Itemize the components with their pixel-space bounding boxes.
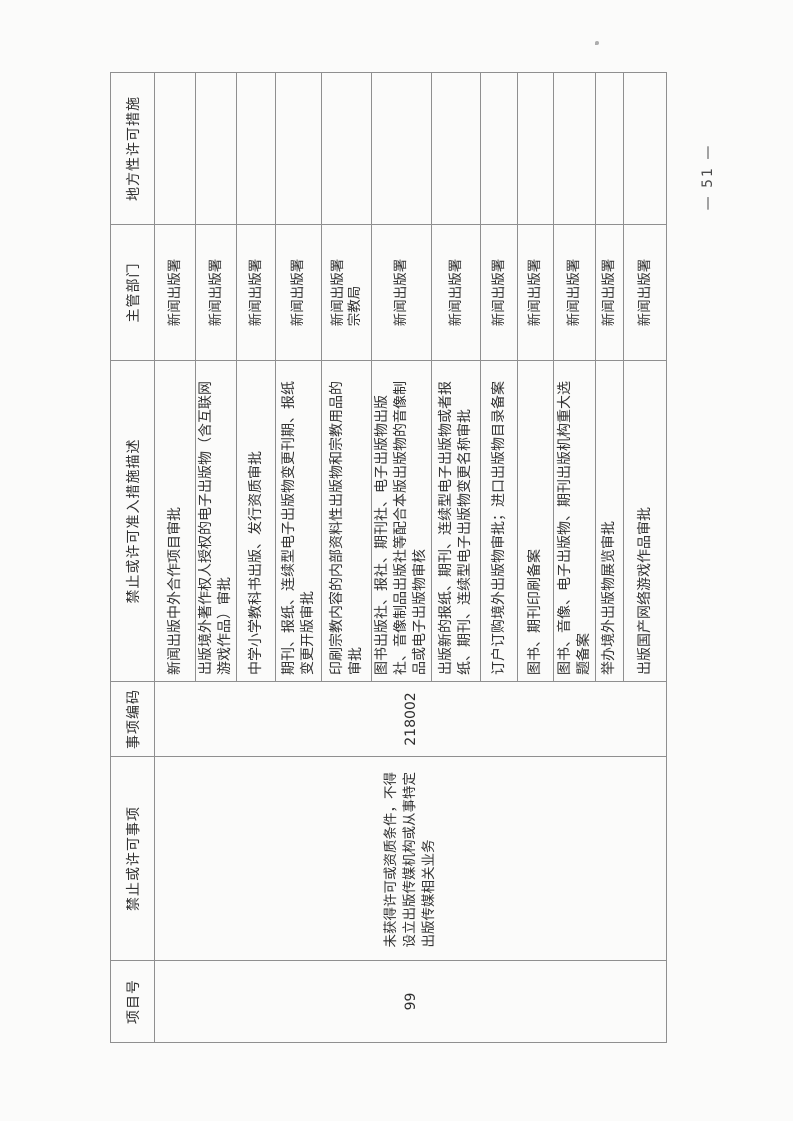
page-number: — 51 — (700, 143, 716, 211)
col-header-department: 主管部门 (110, 224, 155, 361)
local-measure-cell (154, 72, 196, 225)
department-cell: 新闻出版署 (553, 224, 596, 361)
department-cell: 新闻出版署 宗教局 (321, 224, 372, 361)
department-cell: 新闻出版署 (517, 224, 554, 361)
department-cell: 新闻出版署 (154, 224, 196, 361)
measure-desc-cell: 举办境外出版物展览审批 (595, 360, 624, 682)
local-measure-cell (480, 72, 518, 225)
measure-desc-cell: 出版新的报纸、期刊、连续型电子出版物或者报纸、期刊、连续型电子出版物变更名称审批 (431, 360, 481, 682)
local-measure-cell (595, 72, 624, 225)
local-measure-cell (236, 72, 276, 225)
measure-desc-cell: 图书、音像、电子出版物、期刊出版机构重大选题备案 (553, 360, 596, 682)
department-cell: 新闻出版署 (236, 224, 276, 361)
local-measure-cell (371, 72, 432, 225)
prohibited-item-text: 未获得许可或资质条件，不得设立出版传媒机构或从事特定出版传媒相关业务 (383, 772, 437, 948)
department-cell: 新闻出版署 (480, 224, 518, 361)
scan-speck (595, 41, 599, 45)
measure-desc-cell: 出版国产网络游戏作品审批 (623, 360, 667, 682)
department-cell: 新闻出版署 (431, 224, 481, 361)
table-header-row: 项目号 禁止或许可事项 事项编码 禁止或许可准入措施描述 主管部门 地方性许可措… (110, 72, 155, 1043)
local-measure-cell (517, 72, 554, 225)
local-measure-cell (431, 72, 481, 225)
table-row: 99 未获得许可或资质条件，不得设立出版传媒机构或从事特定出版传媒相关业务 21… (154, 72, 667, 1043)
local-measure-cell (321, 72, 372, 225)
col-header-item-code: 事项编码 (110, 681, 155, 757)
prohibited-item-cell: 未获得许可或资质条件，不得设立出版传媒机构或从事特定出版传媒相关业务 (154, 756, 667, 961)
measure-desc-cell: 出版境外著作权人授权的电子出版物（含互联网游戏作品）审批 (195, 360, 237, 682)
local-measure-cell (195, 72, 237, 225)
col-header-measure-description: 禁止或许可准入措施描述 (110, 360, 155, 682)
measure-desc-cell: 图书、期刊印刷备案 (517, 360, 554, 682)
department-line-1: 新闻出版署 (329, 258, 346, 327)
col-header-local-measure: 地方性许可措施 (110, 72, 155, 225)
item-code-cell: 218002 (154, 681, 667, 757)
measure-desc-cell: 中学小学教科书出版、发行资质审批 (236, 360, 276, 682)
item-no-cell: 99 (154, 960, 667, 1043)
local-measure-cell (623, 72, 667, 225)
department-line-2: 宗教局 (346, 285, 363, 327)
department-cell: 新闻出版署 (371, 224, 432, 361)
department-cell: 新闻出版署 (275, 224, 322, 361)
measure-desc-cell: 印刷宗教内容的内部资料性出版物和宗教用品的审批 (321, 360, 372, 682)
department-cell: 新闻出版署 (195, 224, 237, 361)
measures-table: 项目号 禁止或许可事项 事项编码 禁止或许可准入措施描述 主管部门 地方性许可措… (110, 72, 667, 1043)
measure-desc-cell: 图书出版社、报社、期刊社、电子出版物出版社、音像制品出版社等配合本版出版物的音像… (371, 360, 432, 682)
col-header-item-no: 项目号 (110, 960, 155, 1043)
measure-desc-cell: 新闻出版中外合作项目审批 (154, 360, 196, 682)
department-cell: 新闻出版署 (623, 224, 667, 361)
department-cell: 新闻出版署 (595, 224, 624, 361)
col-header-prohibited-item: 禁止或许可事项 (110, 756, 155, 961)
local-measure-cell (553, 72, 596, 225)
local-measure-cell (275, 72, 322, 225)
measure-desc-cell: 订户订购境外出版物审批；进口出版物目录备案 (480, 360, 518, 682)
measure-desc-cell: 期刊、报纸、连续型电子出版物变更刊期、报纸变更开版审批 (275, 360, 322, 682)
